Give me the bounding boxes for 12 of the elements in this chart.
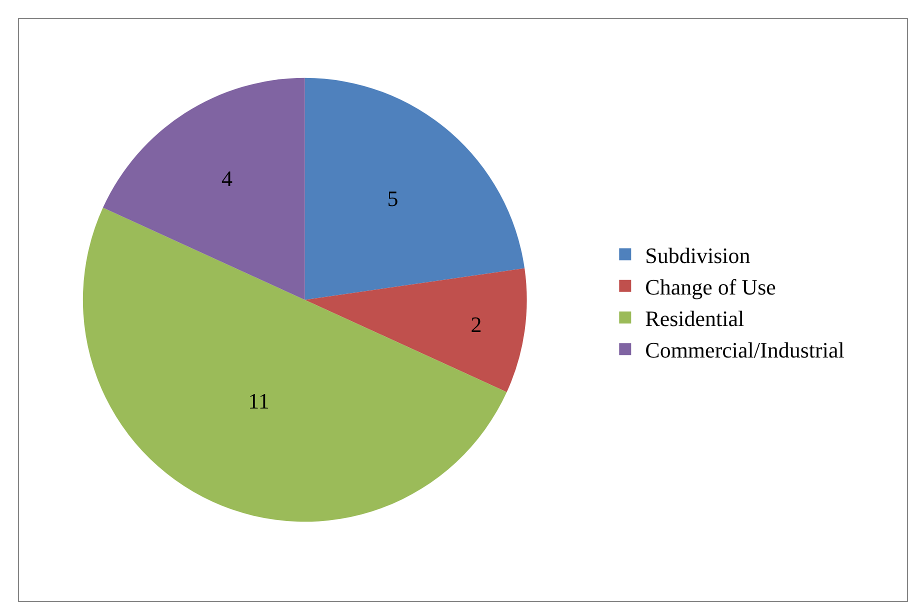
- pie-slice: [102, 78, 305, 300]
- data-label: 2: [470, 312, 482, 338]
- legend-label: Residential: [645, 306, 744, 332]
- pie-slice: [83, 208, 507, 522]
- legend-label: Subdivision: [645, 242, 750, 268]
- data-label: 4: [221, 166, 232, 192]
- data-label: 11: [248, 388, 270, 414]
- legend-label: Change of Use: [645, 274, 776, 300]
- legend-label: Commercial/Industrial: [645, 338, 844, 363]
- data-label: 5: [387, 186, 398, 212]
- pie-slice: [304, 268, 527, 392]
- pie-slice: [304, 78, 525, 300]
